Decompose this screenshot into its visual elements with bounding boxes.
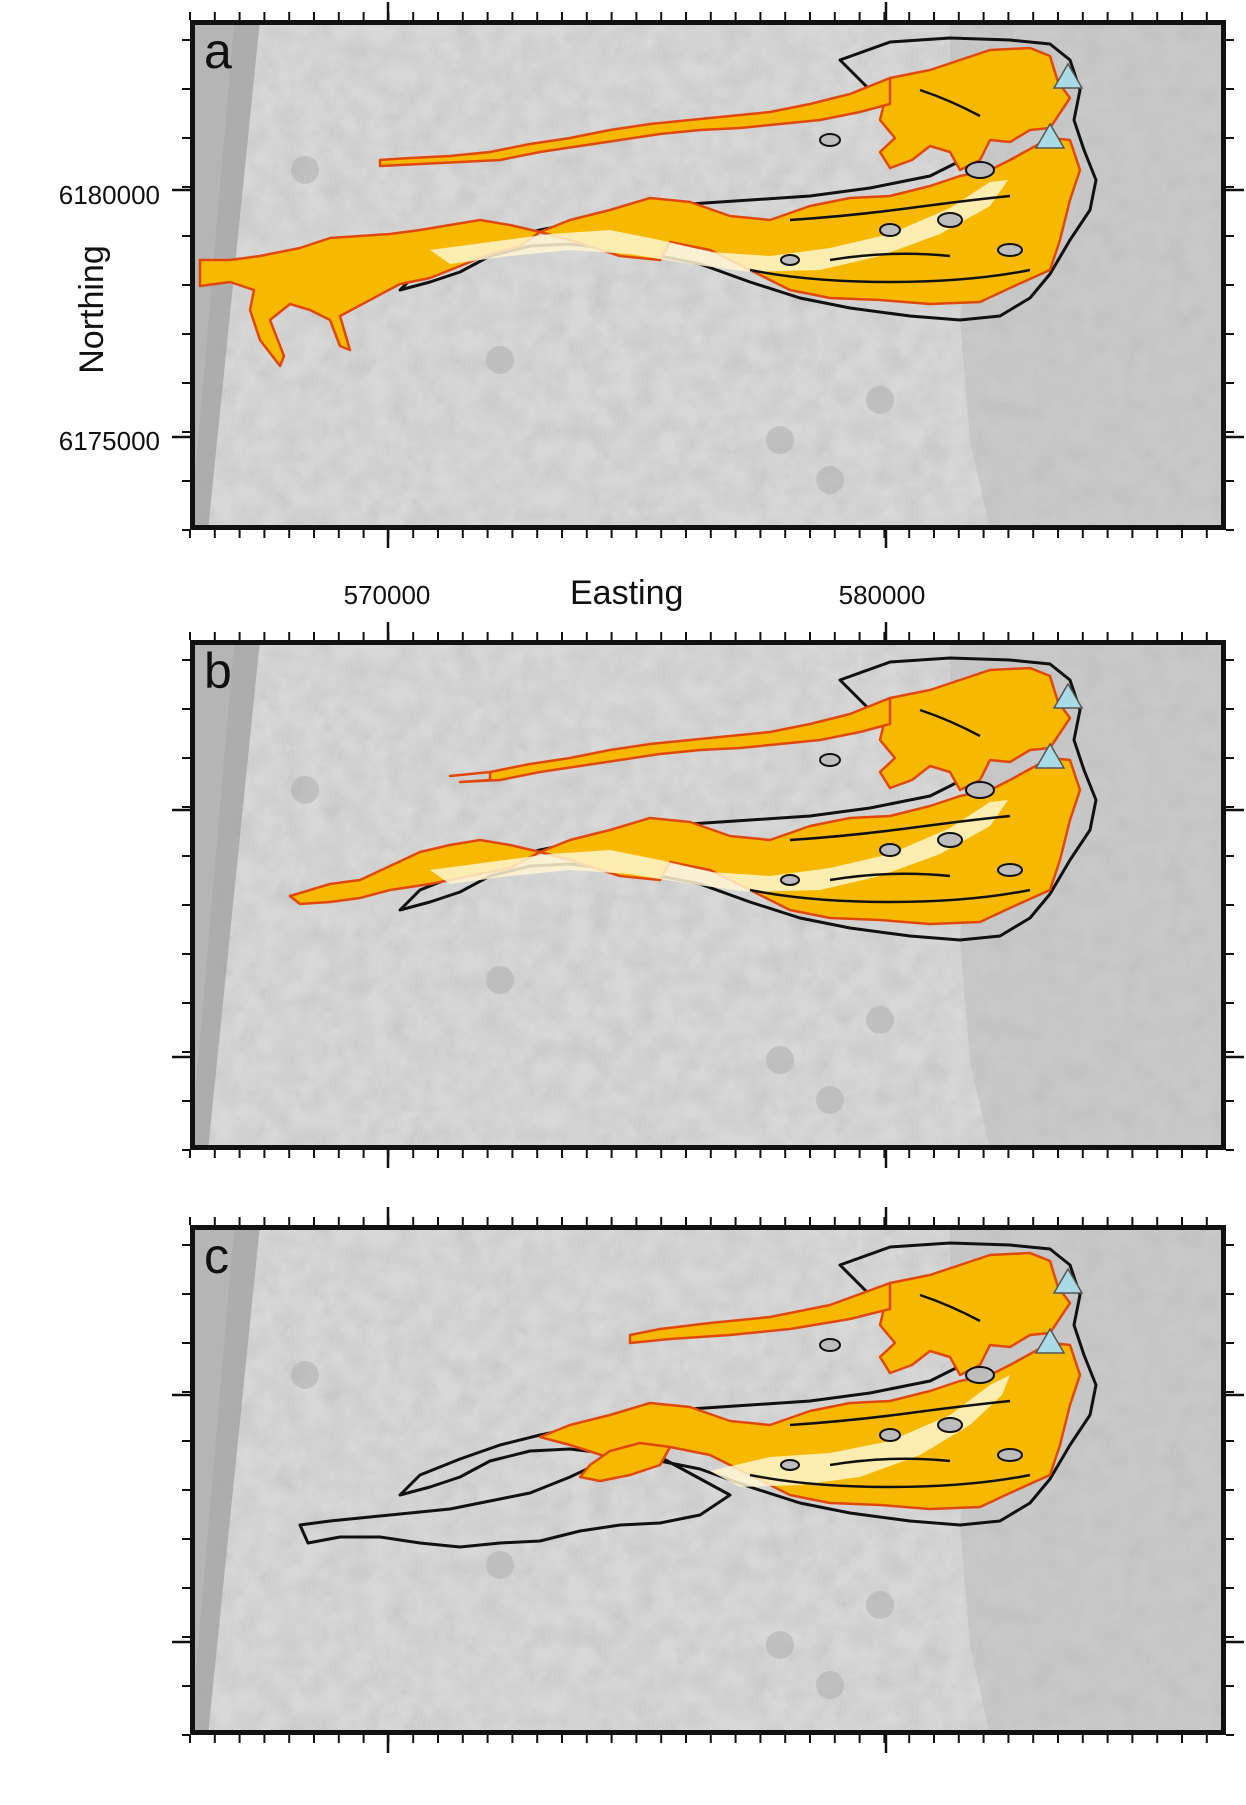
outline-channel xyxy=(789,194,1011,222)
flow-island xyxy=(937,1417,963,1433)
y-tick-label-6175000: 6175000 xyxy=(58,426,160,456)
coastline-strip xyxy=(190,1225,260,1735)
flow-island xyxy=(879,1428,901,1442)
map-c-svg xyxy=(190,1225,1226,1735)
flow-core xyxy=(710,1375,1010,1487)
simulated-flow xyxy=(538,1251,1082,1511)
flow-area xyxy=(578,1441,672,1483)
flow-area xyxy=(378,76,892,168)
flow-area xyxy=(878,666,1072,792)
crater xyxy=(486,346,514,374)
mountain-terrain xyxy=(950,1225,1226,1735)
crater xyxy=(766,1631,794,1659)
crater xyxy=(291,776,319,804)
outline-channel xyxy=(789,1399,1011,1427)
crater xyxy=(866,386,894,414)
crater xyxy=(486,1551,514,1579)
flow-area xyxy=(878,1251,1072,1377)
flow-island xyxy=(937,832,963,848)
flow-island xyxy=(780,254,800,266)
simulated-flow xyxy=(288,666,1082,926)
simulated-flow xyxy=(198,46,1082,368)
panel-label-a: a xyxy=(204,23,232,79)
panel-label-c: c xyxy=(204,1228,229,1284)
crater xyxy=(291,1361,319,1389)
outline-channel xyxy=(919,1293,981,1323)
map-b-svg xyxy=(190,640,1226,1150)
outline-channel xyxy=(789,814,1011,842)
flow-area xyxy=(448,696,892,784)
outline-channel xyxy=(829,872,951,882)
triangle-vent-icon xyxy=(1052,62,1084,89)
crater xyxy=(486,966,514,994)
crater xyxy=(816,466,844,494)
crater xyxy=(816,1086,844,1114)
crater xyxy=(866,1591,894,1619)
x-axis-title: Easting xyxy=(570,574,684,612)
coastline-strip xyxy=(190,640,260,1150)
flow-island xyxy=(879,843,901,857)
outline-channel xyxy=(749,1473,1031,1489)
mountain-terrain xyxy=(950,640,1226,1150)
flow-island xyxy=(997,863,1023,877)
flow-island xyxy=(780,1459,800,1471)
flow-island xyxy=(997,1448,1023,1462)
outline-channel xyxy=(829,252,951,262)
flow-island xyxy=(937,212,963,228)
flow-island xyxy=(879,223,901,237)
crater xyxy=(866,1006,894,1034)
flow-island xyxy=(965,1366,995,1384)
map-a-svg xyxy=(190,20,1226,530)
map-panel-a: a xyxy=(190,20,1226,530)
flow-island xyxy=(819,133,841,147)
triangle-vent-icon xyxy=(1052,1267,1084,1294)
flow-island xyxy=(997,243,1023,257)
x-tick-label-580000: 580000 xyxy=(838,580,926,610)
triangle-vent-icon xyxy=(1034,742,1066,769)
observed-flow-outline xyxy=(298,1241,1098,1549)
flow-area xyxy=(288,838,542,906)
outline-channel xyxy=(829,1457,951,1467)
outline-channel xyxy=(749,888,1031,904)
triangle-vent-icon xyxy=(1034,122,1066,149)
flow-island xyxy=(965,781,995,799)
flow-area xyxy=(878,46,1072,172)
flow-island xyxy=(780,874,800,886)
crater xyxy=(291,156,319,184)
crater xyxy=(766,1046,794,1074)
flow-island xyxy=(819,753,841,767)
triangle-vent-icon xyxy=(1052,682,1084,709)
triangle-vent-icon xyxy=(1034,1327,1066,1354)
flow-island xyxy=(819,1338,841,1352)
outline-channel xyxy=(919,708,981,738)
sea-area xyxy=(190,1225,234,1735)
flow-island xyxy=(965,161,995,179)
y-tick-label-6180000: 6180000 xyxy=(58,180,160,210)
map-panel-b: b xyxy=(190,640,1226,1150)
flow-area xyxy=(628,1281,892,1345)
sea-area xyxy=(190,640,234,1150)
crater xyxy=(766,426,794,454)
mountain-terrain xyxy=(950,20,1226,530)
crater xyxy=(816,1671,844,1699)
flow-area xyxy=(538,756,1082,926)
flow-core xyxy=(430,800,1008,892)
flow-area xyxy=(538,136,1082,306)
outline-channel xyxy=(919,88,981,118)
outline-channel xyxy=(749,268,1031,284)
flow-core xyxy=(430,180,1008,272)
x-tick-label-570000: 570000 xyxy=(343,580,431,610)
map-panel-c: c xyxy=(190,1225,1226,1735)
panel-label-b: b xyxy=(204,643,232,699)
